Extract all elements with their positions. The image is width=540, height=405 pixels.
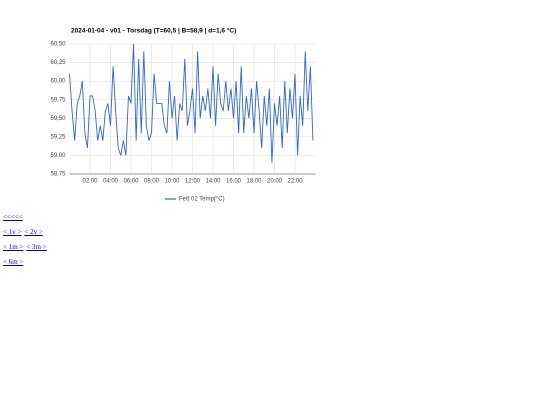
y-tick-label: 60,00 <box>50 79 66 85</box>
nav-row: < 1m > < 3m > <box>3 243 50 251</box>
data-line <box>69 43 314 163</box>
x-tick-label: 22:00 <box>287 179 303 185</box>
nav-link[interactable]: < 1m > <box>3 243 24 251</box>
legend-label: Fett 02 Temp(°C) <box>179 197 225 203</box>
nav-row: < 1v > < 2v > <box>3 228 46 236</box>
nav-link[interactable]: <<<<< <box>3 213 23 221</box>
x-tick-label: 16:00 <box>226 179 242 185</box>
x-tick-label: 08:00 <box>144 179 160 185</box>
x-tick-label: 10:00 <box>164 179 180 185</box>
nav-link[interactable]: < 2v > <box>24 228 43 236</box>
y-tick-label: 60,50 <box>50 42 66 48</box>
x-tick-label: 20:00 <box>267 179 283 185</box>
chart-title: 2024-01-04 - v01 - Torsdag (T=60,5 | B=5… <box>71 27 236 35</box>
chart: 2024-01-04 - v01 - Torsdag (T=60,5 | B=5… <box>50 27 316 203</box>
y-tick-label: 60,25 <box>50 60 66 66</box>
x-tick-label: 06:00 <box>123 179 139 185</box>
nav-link[interactable]: < 1v > <box>3 228 22 236</box>
x-tick-label: 18:00 <box>246 179 262 185</box>
y-tick-label: 58,75 <box>50 172 66 178</box>
x-tick-label: 02:00 <box>82 179 98 185</box>
y-tick-label: 59,00 <box>50 153 66 159</box>
y-tick-label: 59,50 <box>50 116 66 122</box>
x-tick-label: 04:00 <box>103 179 119 185</box>
y-tick-label: 59,75 <box>50 97 66 103</box>
nav-row: < 6m > <box>3 258 26 266</box>
x-tick-label: 12:00 <box>185 179 201 185</box>
y-tick-label: 59,25 <box>50 134 66 140</box>
x-tick-label: 14:00 <box>205 179 221 185</box>
nav-link[interactable]: < 3m > <box>26 243 47 251</box>
nav-link[interactable]: < 6m > <box>3 258 24 266</box>
nav-row: <<<<< <box>3 213 26 221</box>
